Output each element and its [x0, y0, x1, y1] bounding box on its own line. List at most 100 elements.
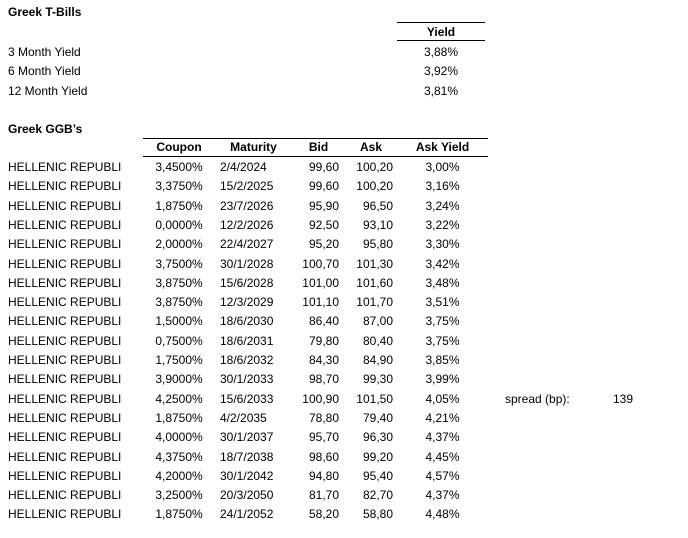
bond-ask-yield: 3,00% [425, 160, 460, 174]
bond-ask-yield: 4,37% [425, 488, 460, 503]
bond-coupon: 1,8750% [155, 198, 203, 213]
bond-coupon: 4,2500% [155, 391, 203, 406]
bond-issuer: HELLENIC REPUBLI [8, 430, 122, 445]
bond-ask: 93,10 [362, 217, 393, 232]
bond-ask: 96,30 [362, 430, 393, 445]
bond-table-row: HELLENIC REPUBLI 4,2500% 15/6/2033 100,90 10… [0, 392, 688, 407]
bond-issuer: HELLENIC REPUBLI [8, 217, 122, 232]
bond-table-row: HELLENIC REPUBLI 1,8750% 24/1/2052 58,20 58,… [0, 507, 688, 522]
bond-table-row: HELLENIC REPUBLI 3,8750% 15/6/2028 101,00 10… [0, 276, 688, 291]
bond-ask: 95,40 [362, 468, 393, 483]
bond-issuer: HELLENIC REPUBLI [8, 256, 122, 271]
bond-maturity: 15/2/2025 [220, 179, 274, 194]
bond-table-row: HELLENIC REPUBLI 3,2500% 20/3/2050 81,70 82,… [0, 488, 688, 503]
bond-maturity: 20/3/2050 [220, 488, 274, 503]
column-header-bid: Bid [308, 140, 329, 154]
bond-bid: 98,70 [308, 372, 339, 387]
bond-coupon: 3,7500% [155, 256, 203, 271]
bond-coupon: 3,3750% [155, 179, 203, 194]
bond-maturity: 30/1/2042 [220, 468, 274, 483]
bond-issuer: HELLENIC REPUBLI [8, 333, 122, 348]
bond-table-row: HELLENIC REPUBLI 3,4500% 2/4/2024 99,60 100,… [0, 160, 688, 175]
bond-ask-yield: 4,57% [425, 468, 460, 483]
bond-bid: 94,80 [308, 468, 339, 483]
bond-bid: 95,20 [308, 237, 339, 252]
bond-issuer: HELLENIC REPUBLI [8, 507, 122, 522]
bond-ask: 99,20 [362, 449, 393, 464]
bond-bid: 95,90 [308, 198, 339, 213]
bond-ask: 82,70 [362, 488, 393, 503]
bond-ask-yield: 3,48% [425, 275, 460, 290]
bond-maturity: 22/4/2027 [220, 237, 274, 252]
bond-table-row: HELLENIC REPUBLI 3,3750% 15/2/2025 99,60 100… [0, 179, 688, 194]
bond-table-row: HELLENIC REPUBLI 3,8750% 12/3/2029 101,10 10… [0, 295, 688, 310]
tbills-yield-column-header: Yield [397, 22, 485, 41]
bond-table-row: HELLENIC REPUBLI 1,8750% 4/2/2035 78,80 79,4… [0, 411, 688, 426]
bond-issuer: HELLENIC REPUBLI [8, 353, 122, 367]
bond-issuer: HELLENIC REPUBLI [8, 468, 122, 483]
bond-ask-yield: 3,30% [425, 237, 460, 252]
bond-coupon: 4,3750% [155, 449, 203, 464]
bond-bid: 99,60 [308, 160, 339, 174]
bond-issuer: HELLENIC REPUBLI [8, 391, 122, 406]
bond-ask: 101,50 [356, 391, 393, 406]
bond-bid: 99,60 [308, 179, 339, 194]
bond-bid: 100,70 [302, 256, 339, 271]
bond-ask: 80,40 [362, 333, 393, 348]
bond-ask: 58,80 [362, 507, 393, 522]
bond-maturity: 15/6/2028 [220, 275, 274, 290]
bond-ask: 87,00 [362, 314, 393, 329]
bond-ask: 100,20 [356, 179, 393, 194]
bond-bid: 79,80 [308, 333, 339, 348]
bond-ask: 101,30 [356, 256, 393, 271]
bond-table-row: HELLENIC REPUBLI 1,7500% 18/6/2032 84,30 84,… [0, 353, 688, 368]
bond-issuer: HELLENIC REPUBLI [8, 295, 122, 310]
bond-ask: 100,20 [356, 160, 393, 174]
bond-maturity: 18/7/2038 [220, 449, 274, 464]
bond-maturity: 12/2/2026 [220, 217, 274, 232]
bond-maturity: 30/1/2028 [220, 256, 274, 271]
bond-ask-yield: 3,85% [425, 353, 460, 367]
bond-bid: 86,40 [308, 314, 339, 329]
tbill-row-label: 12 Month Yield [8, 83, 88, 98]
bond-maturity: 2/4/2024 [220, 160, 267, 174]
bond-ask-yield: 4,45% [425, 449, 460, 464]
tbill-row-value: 3,88% [423, 45, 459, 59]
bond-coupon: 1,7500% [155, 353, 203, 367]
bond-ask-yield: 3,75% [425, 314, 460, 329]
bond-ask-yield: 3,99% [425, 372, 460, 387]
bond-coupon: 0,7500% [155, 333, 203, 348]
bond-maturity: 18/6/2032 [220, 353, 274, 367]
bond-table-row: HELLENIC REPUBLI 4,0000% 30/1/2037 95,70 96,… [0, 430, 688, 445]
bond-coupon: 1,5000% [155, 314, 203, 329]
bond-coupon: 3,9000% [155, 372, 203, 387]
bond-ask: 96,50 [362, 198, 393, 213]
bond-issuer: HELLENIC REPUBLI [8, 237, 122, 252]
bond-coupon: 0,0000% [155, 217, 203, 232]
bond-bid: 100,90 [302, 391, 339, 406]
bond-coupon: 2,0000% [155, 237, 203, 252]
bond-coupon: 3,4500% [155, 160, 203, 174]
bond-coupon: 3,8750% [155, 295, 203, 310]
ggbs-table-header: Coupon Maturity Bid Ask Ask Yield [143, 138, 488, 157]
tbill-row-label: 3 Month Yield [8, 45, 81, 59]
bond-ask-yield: 4,05% [425, 391, 460, 406]
bond-ask: 101,60 [356, 275, 393, 290]
bond-table-row: HELLENIC REPUBLI 1,8750% 23/7/2026 95,90 96,… [0, 199, 688, 214]
tbill-row-label: 6 Month Yield [8, 64, 81, 79]
bond-ask-yield: 3,51% [425, 295, 460, 310]
bond-maturity: 18/6/2031 [220, 333, 274, 348]
bond-ask: 84,90 [362, 353, 393, 367]
bond-maturity: 12/3/2029 [220, 295, 274, 310]
bond-bid: 81,70 [308, 488, 339, 503]
bond-table-row: HELLENIC REPUBLI 0,0000% 12/2/2026 92,50 93,… [0, 218, 688, 233]
bond-maturity: 23/7/2026 [220, 198, 274, 213]
bond-issuer: HELLENIC REPUBLI [8, 410, 122, 425]
bond-issuer: HELLENIC REPUBLI [8, 372, 122, 387]
bond-bid: 101,10 [302, 295, 339, 310]
bond-ask-yield: 3,75% [425, 333, 460, 348]
bond-issuer: HELLENIC REPUBLI [8, 275, 122, 290]
bond-ask-yield: 3,42% [425, 256, 460, 271]
bond-coupon: 4,0000% [155, 430, 203, 445]
bond-ask: 99,30 [362, 372, 393, 387]
